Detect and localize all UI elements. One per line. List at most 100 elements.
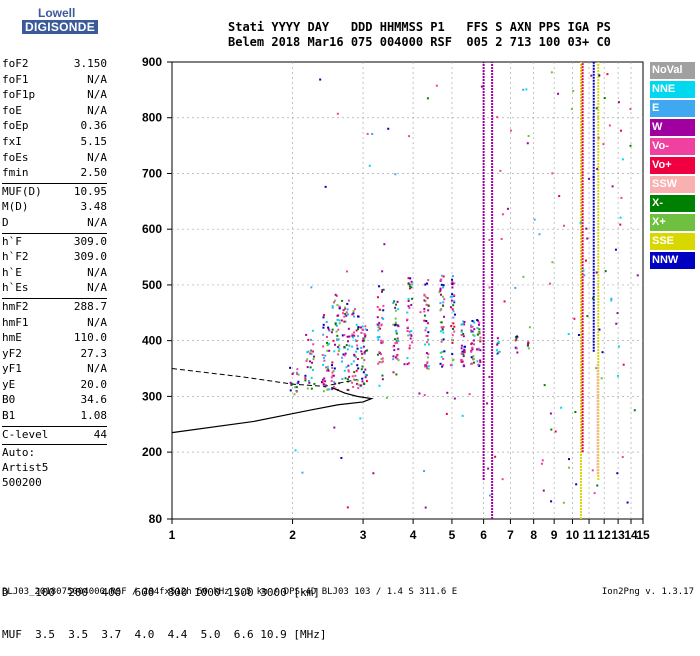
lowell-digisonde-logo: Lowell DIGISONDE (10, 4, 99, 46)
echo-point (311, 369, 314, 372)
echo-point (442, 338, 445, 341)
echo-point (526, 344, 529, 347)
echo-point (496, 349, 499, 352)
sparse-echo-point (616, 374, 619, 377)
legend-item: Vo+ (650, 157, 695, 174)
logo-top-text: Lowell (38, 6, 76, 20)
echo-point (338, 305, 341, 308)
echo-point (451, 308, 454, 311)
echo-point (338, 347, 341, 350)
echo-point (394, 338, 397, 341)
sparse-echo-point (501, 478, 504, 481)
echo-point (332, 374, 335, 377)
echo-point (411, 341, 414, 344)
param-row: B0 34.6 (2, 393, 107, 409)
sparse-echo-point (586, 237, 589, 240)
echo-point (348, 375, 351, 378)
param-value: 10.95 (73, 184, 107, 198)
sparse-echo-point (557, 92, 560, 95)
echo-point (397, 348, 400, 351)
echo-point (440, 326, 443, 329)
sparse-echo-point (602, 143, 605, 146)
echo-point (363, 359, 366, 362)
sparse-echo-point (586, 315, 589, 318)
echo-point (354, 339, 357, 342)
echo-point (364, 376, 367, 379)
param-group-virtual-heights: h`F 309.0 h`F2 309.0 h`E N/A h`Es N/A (2, 235, 107, 297)
sparse-echo-point (562, 224, 565, 227)
echo-point (334, 299, 337, 302)
echo-point (426, 341, 429, 344)
echo-point (440, 321, 443, 324)
param-group-muf: MUF(D) 10.95 M(D) 3.48 D N/A (2, 185, 107, 232)
echo-point (423, 293, 426, 296)
echo-point (322, 323, 325, 326)
param-value: N/A (87, 315, 107, 329)
echo-point (440, 338, 443, 341)
x-tick-label: 4 (410, 528, 417, 542)
echo-point (463, 350, 466, 353)
echo-point (410, 280, 413, 283)
sparse-echo-point (387, 127, 390, 130)
echo-point (359, 326, 362, 329)
x-tick-label: 3 (360, 528, 367, 542)
echo-point (469, 324, 472, 327)
echo-point (325, 366, 328, 369)
param-row: fxI 5.15 (2, 135, 107, 151)
echo-point (307, 350, 310, 353)
echo-point (331, 374, 334, 377)
echo-point (356, 379, 359, 382)
sparse-echo-point (597, 136, 600, 139)
echo-point (451, 339, 454, 342)
param-value: 34.6 (80, 393, 108, 407)
sparse-echo-point (346, 270, 349, 273)
echo-point (357, 315, 360, 318)
echo-point (406, 357, 409, 360)
echo-point (297, 373, 300, 376)
echo-point (407, 299, 410, 302)
echo-point (462, 363, 465, 366)
x-tick-label: 5 (449, 528, 456, 542)
echo-point (382, 318, 385, 321)
param-value: N/A (87, 362, 107, 376)
sparse-echo-point (383, 243, 386, 246)
sparse-echo-point (595, 367, 598, 370)
echo-point (449, 364, 452, 367)
echo-point (296, 368, 299, 371)
echo-point (423, 307, 426, 310)
sparse-echo-point (551, 261, 554, 264)
echo-point (423, 314, 426, 317)
echo-point (460, 358, 463, 361)
echo-point (473, 321, 476, 324)
echo-point (527, 341, 530, 344)
echo-point (462, 320, 465, 323)
sparse-echo-point (608, 124, 611, 127)
x-tick-label: 1 (169, 528, 176, 542)
sparse-echo-point (583, 274, 586, 277)
echo-point (527, 342, 530, 345)
sparse-echo-point (595, 271, 598, 274)
echo-point (462, 335, 465, 338)
echo-point (463, 345, 466, 348)
echo-point (392, 345, 395, 348)
sparse-echo-point (526, 142, 529, 145)
echo-point (377, 325, 380, 328)
echo-point (341, 360, 344, 363)
sparse-echo-point (587, 177, 590, 180)
sparse-echo-point (533, 218, 536, 221)
sparse-echo-point (541, 459, 544, 462)
echo-point (361, 380, 364, 383)
sparse-echo-point (606, 73, 609, 76)
echo-point (334, 323, 337, 326)
echo-point (310, 376, 313, 379)
sparse-echo-point (525, 88, 528, 91)
echo-point (472, 339, 475, 342)
echo-point (440, 283, 443, 286)
param-row: yF2 27.3 (2, 347, 107, 363)
sparse-echo-point (610, 299, 613, 302)
sparse-echo-point (595, 107, 598, 110)
echo-point (377, 338, 380, 341)
echo-point (427, 331, 430, 334)
sparse-echo-point (418, 392, 421, 395)
echo-point (322, 333, 325, 336)
